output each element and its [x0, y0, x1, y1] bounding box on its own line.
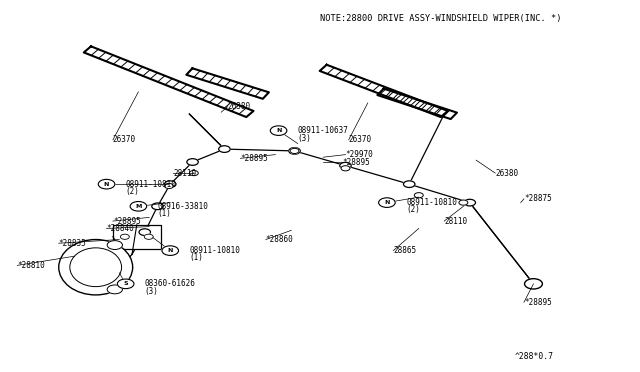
Text: *29970: *29970: [346, 150, 373, 159]
Text: *28875: *28875: [524, 195, 552, 203]
Text: 26370: 26370: [113, 135, 136, 144]
Circle shape: [107, 241, 122, 250]
Text: *28860: *28860: [266, 235, 294, 244]
Circle shape: [464, 199, 476, 206]
Text: 08911-10637: 08911-10637: [298, 126, 349, 135]
Text: 28110: 28110: [444, 217, 467, 225]
Circle shape: [152, 203, 163, 210]
Circle shape: [162, 246, 179, 256]
Text: N: N: [384, 200, 390, 205]
Text: N: N: [168, 248, 173, 253]
Circle shape: [120, 234, 129, 239]
Text: 26380: 26380: [495, 169, 518, 177]
Circle shape: [189, 170, 198, 176]
Circle shape: [340, 162, 351, 169]
Text: *28810: *28810: [17, 261, 45, 270]
Circle shape: [379, 198, 395, 208]
Text: *28895: *28895: [524, 298, 552, 307]
Text: *28840: *28840: [106, 224, 134, 233]
Text: 08911-10810: 08911-10810: [406, 198, 457, 207]
Text: 08360-61626: 08360-61626: [145, 279, 196, 288]
Text: *28895: *28895: [241, 154, 268, 163]
Circle shape: [164, 183, 173, 189]
Text: 08911-10810: 08911-10810: [189, 246, 240, 255]
Text: M: M: [135, 204, 141, 209]
Text: 26370: 26370: [349, 135, 372, 144]
Circle shape: [99, 179, 115, 189]
Text: 08911-10810: 08911-10810: [125, 180, 177, 189]
Text: (2): (2): [406, 205, 420, 215]
Bar: [113, 225, 161, 249]
Circle shape: [107, 285, 122, 294]
Circle shape: [144, 234, 153, 239]
Circle shape: [139, 229, 150, 235]
Text: *28835: *28835: [59, 239, 86, 248]
Circle shape: [459, 200, 468, 205]
Text: (1): (1): [189, 253, 204, 263]
Text: 08916-33810: 08916-33810: [157, 202, 209, 211]
Text: NOTE:28800 DRIVE ASSY-WINDSHIELD WIPER(INC. *): NOTE:28800 DRIVE ASSY-WINDSHIELD WIPER(I…: [320, 14, 561, 23]
Circle shape: [187, 159, 198, 165]
Ellipse shape: [70, 248, 122, 286]
Text: (3): (3): [145, 287, 159, 296]
Text: 28110: 28110: [173, 169, 196, 177]
Circle shape: [117, 279, 134, 289]
Text: N: N: [104, 182, 109, 187]
Circle shape: [414, 193, 423, 198]
Circle shape: [164, 181, 176, 187]
Circle shape: [289, 148, 300, 154]
Text: S: S: [124, 281, 128, 286]
Circle shape: [403, 181, 415, 187]
Text: *28895: *28895: [342, 157, 370, 167]
Circle shape: [290, 148, 299, 154]
Text: N: N: [276, 128, 281, 133]
Text: ^288*0.7: ^288*0.7: [515, 352, 554, 361]
Circle shape: [270, 126, 287, 135]
Text: (3): (3): [298, 134, 312, 142]
Circle shape: [525, 279, 542, 289]
Circle shape: [219, 146, 230, 153]
Text: *28895: *28895: [113, 217, 141, 225]
Circle shape: [130, 202, 147, 211]
Text: (2): (2): [125, 187, 140, 196]
Text: 28865: 28865: [394, 246, 417, 255]
Ellipse shape: [59, 240, 132, 295]
Circle shape: [341, 166, 350, 171]
Text: 26380: 26380: [228, 102, 251, 111]
Text: (1): (1): [157, 209, 172, 218]
